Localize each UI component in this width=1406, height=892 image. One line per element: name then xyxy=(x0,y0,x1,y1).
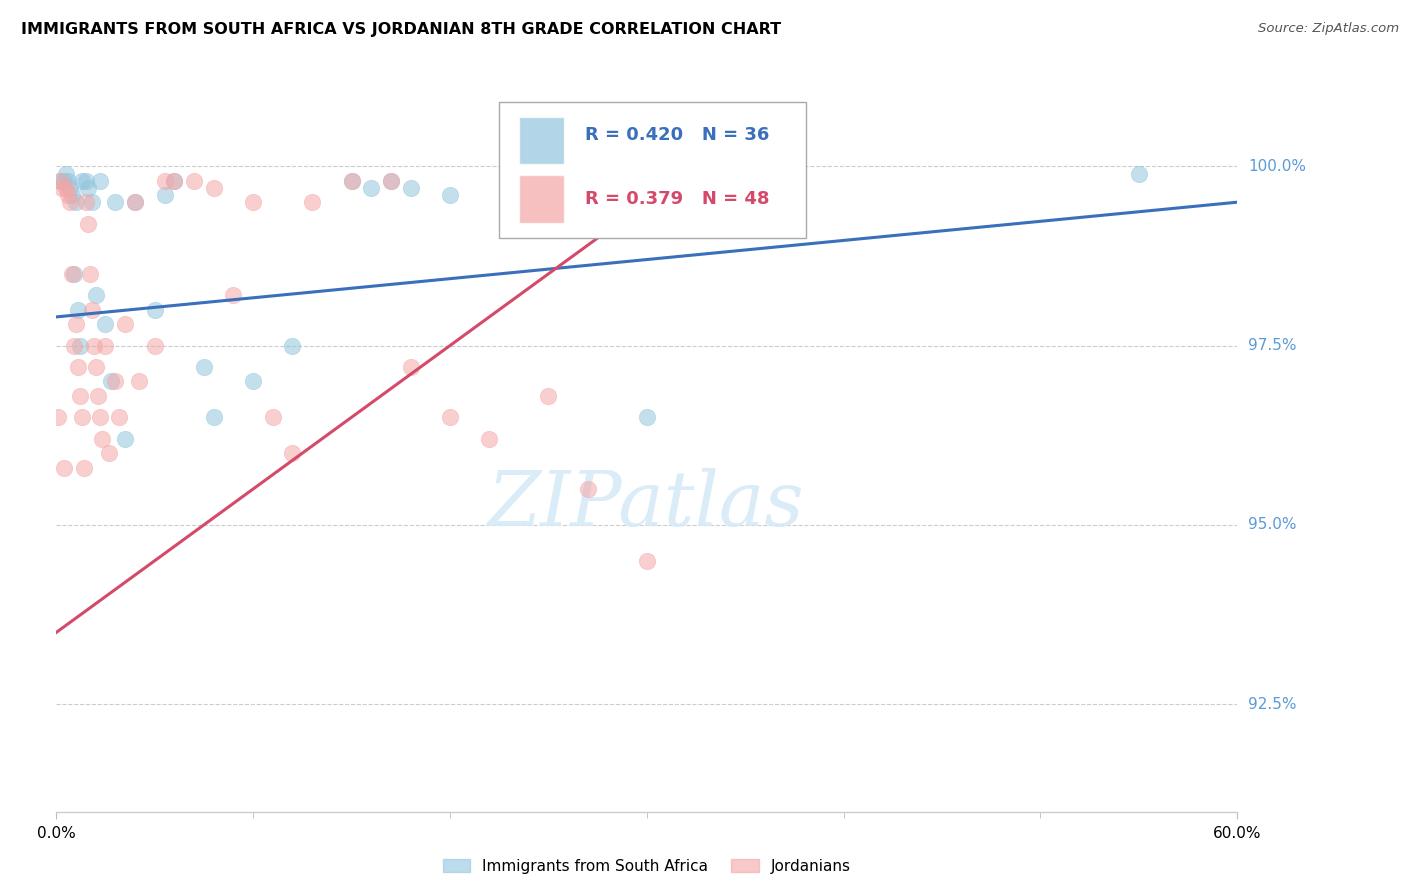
Point xyxy=(80,302,103,317)
Point xyxy=(89,410,111,425)
Point xyxy=(94,317,117,331)
Point xyxy=(242,375,264,389)
Point xyxy=(153,174,176,188)
Point xyxy=(100,375,122,389)
Point xyxy=(70,410,93,425)
Text: 97.5%: 97.5% xyxy=(1249,338,1296,353)
Point xyxy=(340,174,363,188)
Point xyxy=(636,410,658,425)
Point xyxy=(84,288,107,302)
Point xyxy=(128,375,150,389)
Point xyxy=(439,188,461,202)
Point xyxy=(193,360,215,375)
Point xyxy=(65,317,87,331)
Point xyxy=(202,181,225,195)
Legend: Immigrants from South Africa, Jordanians: Immigrants from South Africa, Jordanians xyxy=(436,853,858,880)
Point xyxy=(56,188,79,202)
Point xyxy=(59,181,82,195)
Point xyxy=(576,482,599,496)
Point xyxy=(55,167,77,181)
Point xyxy=(143,338,166,352)
Text: 95.0%: 95.0% xyxy=(1249,517,1296,533)
Point xyxy=(75,174,97,188)
Point xyxy=(49,174,72,188)
Point xyxy=(66,302,89,317)
Point xyxy=(60,188,83,202)
Point xyxy=(76,181,98,195)
Point xyxy=(83,338,105,352)
Point xyxy=(262,410,284,425)
Point xyxy=(86,389,108,403)
Point xyxy=(399,360,422,375)
Point xyxy=(46,410,69,425)
Point xyxy=(1128,167,1150,181)
Bar xyxy=(519,176,564,223)
Point xyxy=(340,174,363,188)
Point xyxy=(301,195,323,210)
Text: R = 0.379   N = 48: R = 0.379 N = 48 xyxy=(585,190,770,208)
Point xyxy=(281,338,304,352)
Point xyxy=(242,195,264,210)
Point xyxy=(65,195,87,210)
Point xyxy=(114,432,136,446)
Point xyxy=(49,174,72,188)
Point xyxy=(399,181,422,195)
Text: R = 0.420   N = 36: R = 0.420 N = 36 xyxy=(585,126,769,145)
Bar xyxy=(519,117,564,164)
Point xyxy=(636,554,658,568)
Point xyxy=(124,195,146,210)
Point xyxy=(69,389,91,403)
Point xyxy=(124,195,146,210)
Point xyxy=(70,174,93,188)
Point xyxy=(79,267,101,281)
Text: ZIPatlas: ZIPatlas xyxy=(488,467,806,541)
Point xyxy=(439,410,461,425)
Point xyxy=(53,460,76,475)
Point xyxy=(55,181,77,195)
Point xyxy=(90,432,112,446)
Text: 100.0%: 100.0% xyxy=(1249,159,1306,174)
Point xyxy=(75,195,97,210)
Point xyxy=(98,446,121,460)
Point xyxy=(56,174,79,188)
Point xyxy=(380,174,402,188)
Text: IMMIGRANTS FROM SOUTH AFRICA VS JORDANIAN 8TH GRADE CORRELATION CHART: IMMIGRANTS FROM SOUTH AFRICA VS JORDANIA… xyxy=(21,22,782,37)
Point xyxy=(76,217,98,231)
Point xyxy=(69,338,91,352)
Point xyxy=(202,410,225,425)
Point xyxy=(108,410,131,425)
Point xyxy=(94,338,117,352)
Point xyxy=(183,174,205,188)
Point xyxy=(281,446,304,460)
FancyBboxPatch shape xyxy=(499,103,806,237)
Point xyxy=(60,267,83,281)
Point xyxy=(537,195,560,210)
Point xyxy=(63,267,86,281)
Text: 92.5%: 92.5% xyxy=(1249,697,1296,712)
Text: Source: ZipAtlas.com: Source: ZipAtlas.com xyxy=(1258,22,1399,36)
Point xyxy=(153,188,176,202)
Point xyxy=(114,317,136,331)
Point xyxy=(104,375,127,389)
Point xyxy=(537,389,560,403)
Point xyxy=(89,174,111,188)
Point xyxy=(380,174,402,188)
Point xyxy=(51,181,73,195)
Point xyxy=(63,338,86,352)
Point xyxy=(222,288,245,302)
Point xyxy=(104,195,127,210)
Point xyxy=(163,174,186,188)
Point xyxy=(163,174,186,188)
Point xyxy=(360,181,382,195)
Point xyxy=(84,360,107,375)
Point xyxy=(73,460,96,475)
Point xyxy=(59,195,82,210)
Point xyxy=(53,174,76,188)
Point xyxy=(478,432,501,446)
Point xyxy=(66,360,89,375)
Point xyxy=(80,195,103,210)
Point xyxy=(143,302,166,317)
